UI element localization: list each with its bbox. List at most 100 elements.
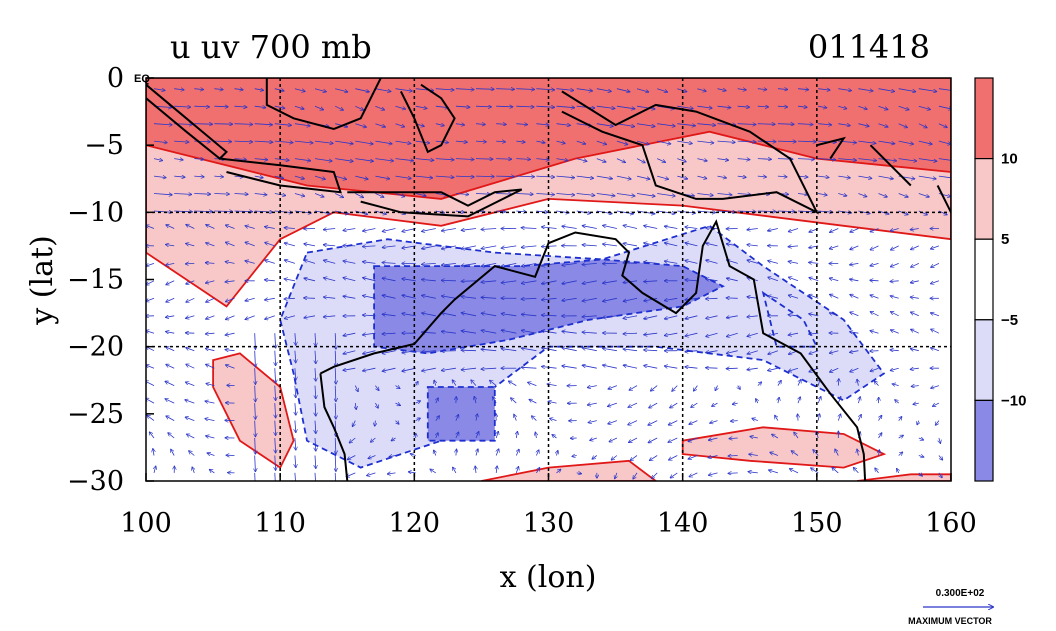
wind-vector-444 [225,281,235,282]
wind-vector-131 [375,140,392,144]
wind-vector-379 [522,246,537,248]
wind-vector-643 [206,364,215,369]
wind-vector-831 [772,434,779,439]
wind-vector-173 [415,159,434,161]
wind-vector-668 [706,368,718,369]
wind-vector-703 [608,385,618,389]
colorbar-segment-2 [974,238,994,321]
wind-vector-715 [857,379,858,386]
y-tick-label-0: 0 [107,63,124,94]
y-tick-label-30: −30 [67,466,124,497]
wind-vector-596 [870,331,879,334]
wind-vector-178 [516,159,530,160]
wind-vector-651 [363,367,376,371]
wind-vector-569 [335,333,336,349]
wind-vector-115 [858,123,869,127]
wind-vector-526 [265,315,275,319]
wind-vector-864 [630,455,638,461]
wind-vector-236 [878,175,894,179]
wind-vector-117 [898,123,908,128]
wind-vector-754 [838,397,840,404]
wind-vector-653 [402,367,416,371]
wind-vector-151 [777,141,796,142]
wind-vector-212 [395,175,412,178]
wind-vector-667 [685,367,698,368]
wind-vector-822 [590,438,597,440]
wind-vector-208 [314,175,325,179]
wind-vector-778 [514,414,516,421]
wind-vector-678 [910,368,919,369]
wind-vector-200 [153,176,166,178]
wind-vector-386 [665,243,678,247]
wind-vector-755 [858,397,860,404]
wind-vector-41 [174,106,190,107]
wind-vector-768 [315,420,316,434]
wind-vector-248 [314,193,324,197]
wind-vector-430 [747,260,758,264]
wind-vector-337 [481,229,497,230]
wind-vector-731 [375,402,378,408]
wind-vector-4 [234,89,243,90]
wind-vector-659 [521,367,537,368]
wind-vector-912 [790,469,799,474]
wind-vector-383 [603,244,617,246]
wind-vector-760 [147,415,155,421]
wind-vector-623 [603,348,617,352]
wind-vector-872 [791,451,799,456]
wind-vector-456 [461,281,477,282]
wind-vector-916 [875,468,879,474]
wind-vector-736 [474,397,476,404]
wind-vector-559 [931,313,940,317]
wind-vector-820 [552,435,557,439]
wind-vector-843 [207,453,215,456]
wind-vector-132 [395,140,411,143]
wind-vector-847 [295,455,296,468]
wind-vector-709 [738,386,740,390]
wind-vector-174 [435,159,454,160]
wind-vector-775 [456,415,459,421]
wind-vector-543 [603,316,617,318]
wind-vector-431 [768,261,779,264]
wind-vector-616 [461,350,477,351]
wind-vector-251 [375,193,383,198]
wind-vector-722 [185,400,195,404]
wind-vector-135 [455,141,467,142]
wind-vector-761 [166,416,175,421]
wind-vector-177 [496,159,511,160]
wind-vector-867 [688,455,698,460]
colorbar-segment-3 [974,319,994,401]
wind-vector-550 [747,316,758,317]
wind-vector-301 [576,210,591,213]
wind-vector-426 [665,261,678,264]
wind-vector-478 [911,281,919,283]
wind-vector-572 [382,333,396,334]
wind-vector-473 [809,278,819,282]
wind-vector-5 [254,89,264,91]
wind-vector-46 [274,106,285,108]
wind-vector-485 [245,297,255,301]
wind-vector-537 [481,313,497,317]
wind-vector-184 [636,158,645,163]
wind-vector-205 [254,176,263,178]
coastline-7 [869,144,912,187]
wind-vector-389 [727,244,738,246]
wind-vector-363 [206,243,215,247]
grid-lines [146,78,951,481]
wind-vector-465 [644,281,658,282]
wind-vector-468 [706,279,718,281]
wind-vector-34 [838,89,851,91]
wind-vector-472 [789,277,799,282]
wind-vector-751 [778,398,779,404]
wind-vector-395 [850,245,859,250]
wind-vector-803 [206,436,215,438]
wind-vector-852 [389,456,396,457]
wind-vector-727 [295,403,296,415]
wind-vector-447 [284,279,295,281]
wind-vector-479 [931,280,940,284]
wind-vector-785 [648,420,658,426]
wind-vector-166 [274,159,289,161]
wind-vector-402 [186,263,195,264]
wind-vector-688 [315,385,316,399]
wind-vector-51 [375,105,384,110]
wind-vector-665 [644,366,658,369]
